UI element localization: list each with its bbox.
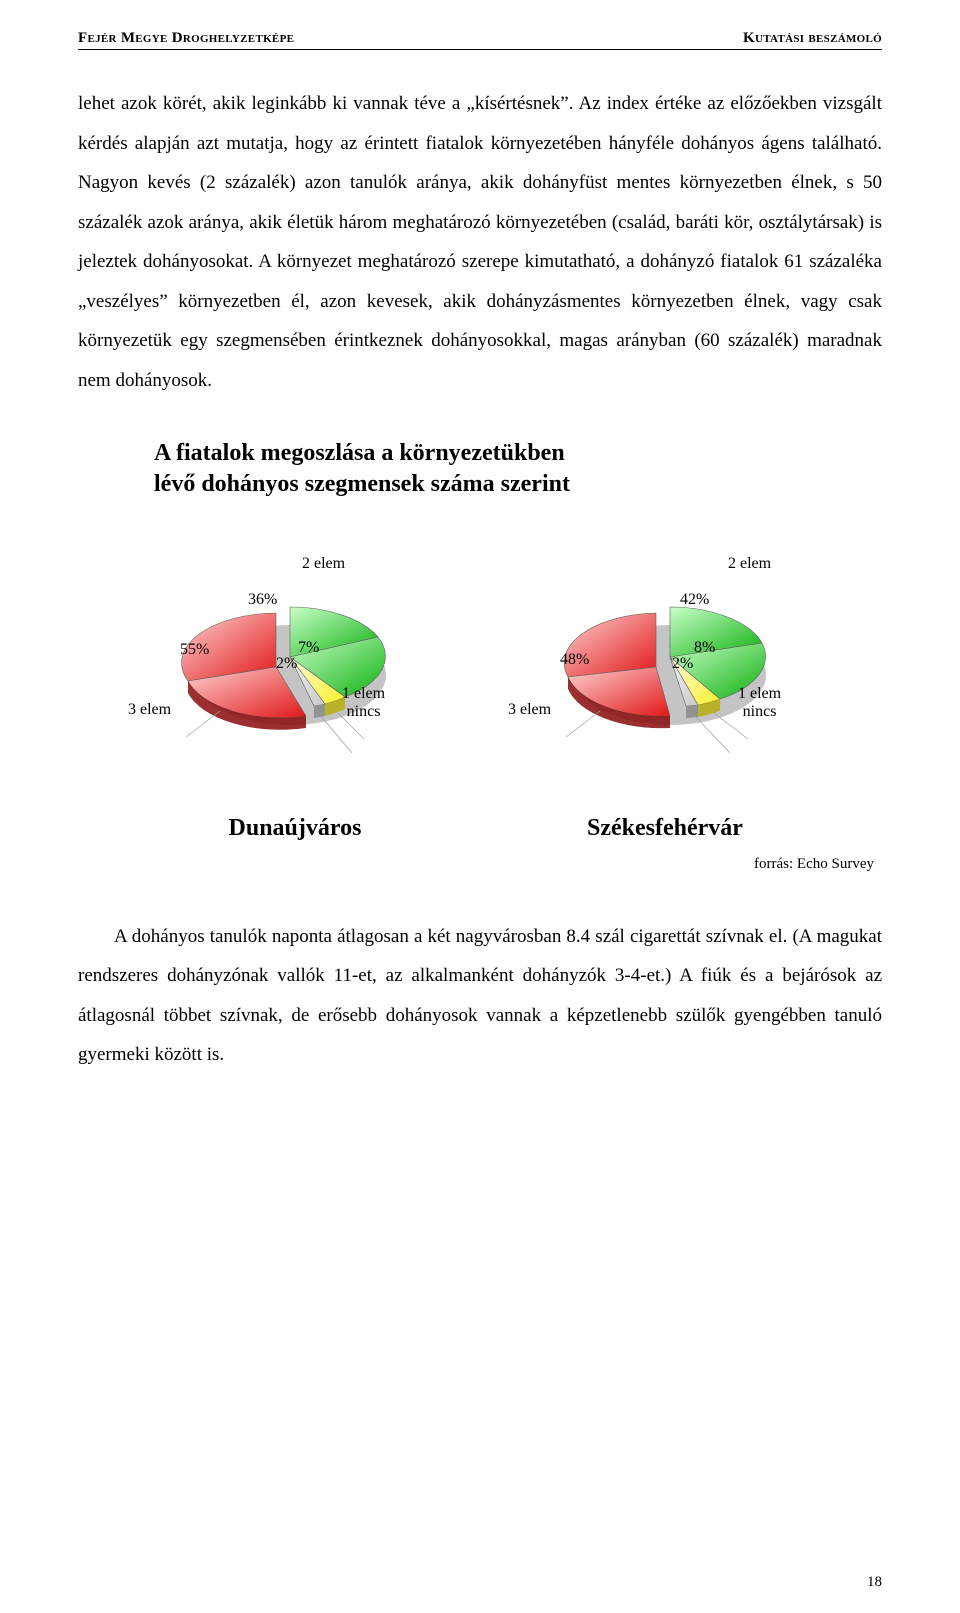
pie-chart-szekesfehervar: 48% 42% 8% 2% 3 elem 2 elem 1 elem nincs: [510, 527, 830, 787]
lbl-42: 42%: [680, 591, 709, 609]
lbl-1elem-nincs: 1 elem nincs: [342, 685, 385, 722]
lbl-nincs-r: nincs: [743, 703, 777, 720]
lbl-36: 36%: [248, 591, 277, 609]
slice-3elem-r: [564, 613, 670, 728]
city-names: Dunaújváros Székesfehérvár: [78, 815, 882, 842]
body-paragraph-1: lehet azok körét, akik leginkább ki vann…: [78, 84, 882, 400]
lbl-1elem-nincs-r: 1 elem nincs: [738, 685, 781, 722]
lbl-1elem: 1 elem: [342, 685, 385, 702]
lbl-1elem-r: 1 elem: [738, 685, 781, 702]
header-right: Kutatási beszámoló: [743, 30, 882, 47]
lbl-2elem: 2 elem: [302, 555, 345, 573]
page-number: 18: [867, 1574, 882, 1591]
lbl-3elem-r: 3 elem: [508, 701, 551, 719]
chart-title-line2: lévő dohányos szegmensek száma szerint: [154, 471, 570, 497]
lbl-2elem-r: 2 elem: [728, 555, 771, 573]
chart-title-line1: A fiatalok megoszlása a környezetükben: [154, 440, 565, 466]
lbl-2r: 2%: [672, 655, 693, 673]
city-left: Dunaújváros: [165, 815, 425, 842]
body-paragraph-2: A dohányos tanulók naponta átlagosan a k…: [78, 917, 882, 1075]
lbl-8: 8%: [694, 639, 715, 657]
header-left: Fejér Megye Droghelyzetképe: [78, 30, 294, 47]
page-header: Fejér Megye Droghelyzetképe Kutatási bes…: [78, 30, 882, 50]
chart-title: A fiatalok megoszlása a környezetükben l…: [154, 438, 882, 500]
lbl-2: 2%: [276, 655, 297, 673]
charts-container: 55% 36% 7% 2% 3 elem 2 elem 1 elem nincs: [78, 527, 882, 787]
lbl-55: 55%: [180, 641, 209, 659]
chart-source: forrás: Echo Survey: [78, 856, 882, 873]
lbl-7: 7%: [298, 639, 319, 657]
city-right: Székesfehérvár: [535, 815, 795, 842]
lbl-3elem: 3 elem: [128, 701, 171, 719]
pie-chart-dunaujvaros: 55% 36% 7% 2% 3 elem 2 elem 1 elem nincs: [130, 527, 450, 787]
body-paragraph-2-text: A dohányos tanulók naponta átlagosan a k…: [78, 926, 882, 1066]
lbl-48: 48%: [560, 651, 589, 669]
lbl-nincs: nincs: [347, 703, 381, 720]
